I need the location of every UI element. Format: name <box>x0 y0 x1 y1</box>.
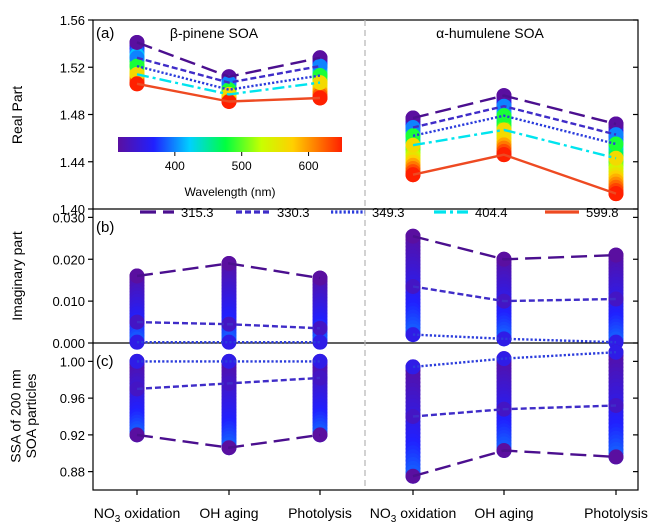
series-line-315.3 <box>412 94 617 126</box>
series-point-330.3 <box>129 381 145 397</box>
series-line-315.3 <box>136 433 321 449</box>
series-line-404.4 <box>136 73 321 96</box>
group-title-bpinene: β-pinene SOA <box>170 25 259 41</box>
legend-label-349.3: 349.3 <box>372 205 405 220</box>
legend-label-315.3: 315.3 <box>181 205 214 220</box>
series-point-599.8 <box>312 90 328 106</box>
series-line-315.3 <box>136 41 321 78</box>
ytick-label: 1.48 <box>60 108 85 123</box>
series-line-404.4 <box>412 128 617 160</box>
x-category-label: NO3 oxidation <box>94 505 181 525</box>
ylabel-real-part: Real Part <box>9 86 25 144</box>
ytick-label: 1.40 <box>60 202 85 217</box>
ylabel-imaginary-part: Imaginary part <box>9 231 25 321</box>
series-line-349.3 <box>412 351 617 369</box>
wavelength-colorbar <box>118 137 342 152</box>
x-category-label: OH aging <box>199 505 258 521</box>
legend-label-599.8: 599.8 <box>586 205 619 220</box>
legend-label-404.4: 404.4 <box>475 205 508 220</box>
ylabel-ssa: SSA of 200 nmSOA particles <box>8 369 39 462</box>
series-point-349.3 <box>312 334 328 350</box>
series-point-315.3 <box>312 427 328 443</box>
series-line-349.3 <box>412 333 617 344</box>
ytick-label: 1.52 <box>60 60 85 75</box>
ytick-label: 1.44 <box>60 155 85 170</box>
series-point-599.8 <box>405 167 421 183</box>
ytick-label: 0.96 <box>60 391 85 406</box>
series-point-599.8 <box>608 186 624 202</box>
panel-label-a: (a) <box>96 25 114 42</box>
series-line-315.3 <box>412 235 617 261</box>
group-title-ahumulene: α-humulene SOA <box>436 25 544 41</box>
series-line-315.3 <box>412 449 617 478</box>
ytick-label: 0.020 <box>52 252 85 267</box>
series-point-404.4 <box>405 137 421 153</box>
colorbar-tick-label: 400 <box>165 159 185 173</box>
colorbar-tick-label: 600 <box>299 159 319 173</box>
series-point-349.3 <box>496 331 512 347</box>
series-point-349.3 <box>608 344 624 360</box>
colorbar-tick-label: 500 <box>232 159 252 173</box>
series-lines <box>136 41 617 478</box>
series-point-404.4 <box>608 150 624 166</box>
x-category-label: OH aging <box>474 505 533 521</box>
series-point-330.3 <box>608 397 624 413</box>
x-category-label: NO3 oxidation <box>370 505 457 525</box>
series-line-315.3 <box>136 262 321 280</box>
series-point-599.8 <box>129 76 145 92</box>
series-point-349.3 <box>608 136 624 152</box>
legend: 315.3 330.3 349.3 404.4 599.8 <box>140 205 619 220</box>
x-category-label: Photolysis <box>288 505 352 521</box>
data-points <box>129 34 624 484</box>
x-category-label: Photolysis <box>584 505 648 521</box>
legend-label-330.3: 330.3 <box>277 205 310 220</box>
series-line-599.8 <box>136 82 321 103</box>
colorbar-label: Wavelength (nm) <box>185 185 276 199</box>
panel-label-b: (b) <box>96 219 114 236</box>
ytick-label: 0.030 <box>52 210 85 225</box>
series-line-330.3 <box>412 404 617 418</box>
series-point-315.3 <box>608 449 624 465</box>
series-line-330.3 <box>412 285 617 303</box>
ytick-label: 1.56 <box>60 13 85 28</box>
x-category-labels: NO3 oxidation OH aging Photolysis NO3 oxida… <box>94 505 648 525</box>
series-line-330.3 <box>136 56 321 84</box>
series-point-330.3 <box>129 314 145 330</box>
series-line-599.8 <box>412 153 617 195</box>
series-point-330.3 <box>312 320 328 336</box>
series-point-315.3 <box>608 247 624 263</box>
series-line-330.3 <box>136 376 321 391</box>
series-point-349.3 <box>221 334 237 350</box>
series-point-330.3 <box>608 291 624 307</box>
panel-label-c: (c) <box>96 353 114 370</box>
ytick-label: 0.000 <box>52 336 85 351</box>
series-line-349.3 <box>136 64 321 91</box>
ytick-label: 0.88 <box>60 465 85 480</box>
axis-ticks: 1.40 1.44 1.48 1.52 1.56 0.000 0.010 0.020 0.030… <box>52 13 638 495</box>
series-point-349.3 <box>221 353 237 369</box>
series-line-330.3 <box>412 104 617 136</box>
ytick-label: 1.00 <box>60 354 85 369</box>
series-point-349.3 <box>312 353 328 369</box>
ytick-label: 0.010 <box>52 294 85 309</box>
series-point-330.3 <box>405 278 421 294</box>
series-point-315.3 <box>129 427 145 443</box>
ytick-label: 0.92 <box>60 428 85 443</box>
series-point-349.3 <box>496 351 512 367</box>
series-point-315.3 <box>405 468 421 484</box>
series-line-349.3 <box>412 114 617 146</box>
series-line-330.3 <box>136 320 321 330</box>
colorbar-ticks: 400 500 600 <box>165 152 319 173</box>
